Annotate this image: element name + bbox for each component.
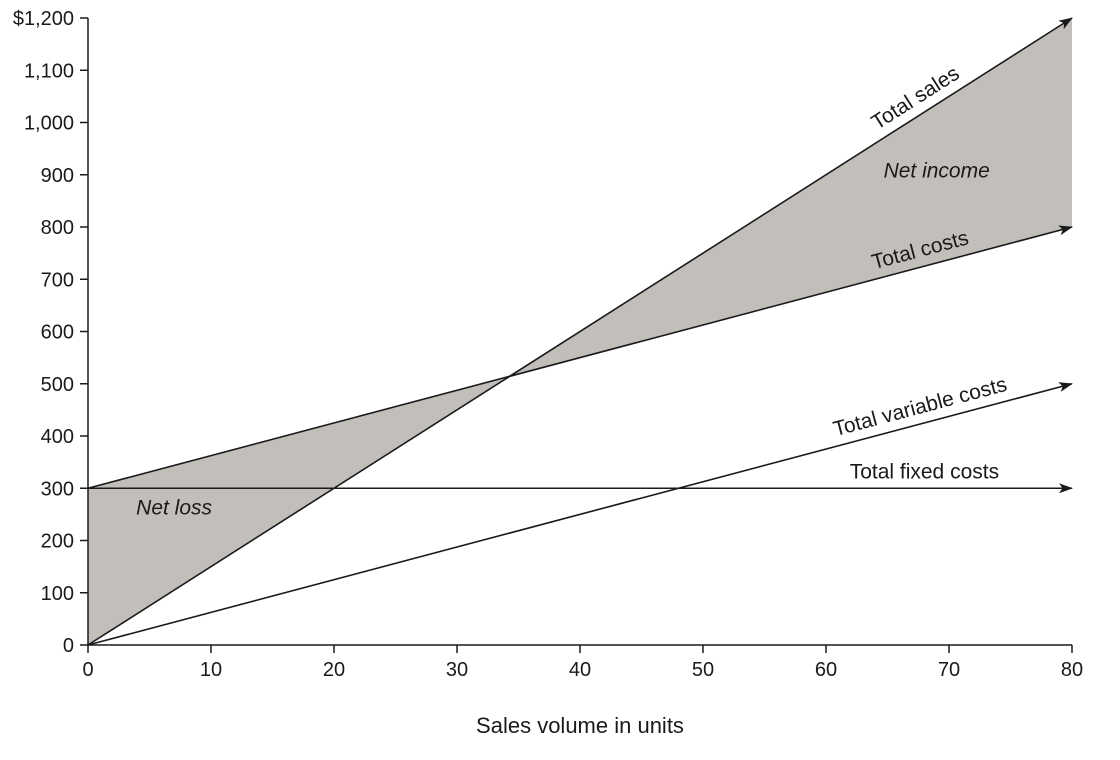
x-tick-label: 80 bbox=[1061, 659, 1083, 681]
series-line-total-sales bbox=[87, 17, 1073, 646]
y-tick-label: 500 bbox=[41, 374, 74, 396]
y-tick-label: 1,100 bbox=[24, 60, 74, 82]
series-line-total-variable-costs bbox=[87, 382, 1073, 646]
series-lines bbox=[87, 17, 1073, 646]
series-label-total-fixed-costs: Total fixed costs bbox=[850, 460, 999, 483]
annotation-net-income: Net income bbox=[884, 159, 990, 182]
x-axis-title: Sales volume in units bbox=[476, 713, 684, 738]
x-tick-label: 0 bbox=[82, 659, 93, 681]
x-tick-label: 60 bbox=[815, 659, 837, 681]
y-tick-label: 1,000 bbox=[24, 113, 74, 135]
y-tick-label: 600 bbox=[41, 322, 74, 344]
y-tick-label: 900 bbox=[41, 165, 74, 187]
y-tick-label: 200 bbox=[41, 531, 74, 553]
x-tick-label: 70 bbox=[938, 659, 960, 681]
x-tick-label: 50 bbox=[692, 659, 714, 681]
y-tick-label: 300 bbox=[41, 478, 74, 500]
x-tick-label: 20 bbox=[323, 659, 345, 681]
y-tick-label: 0 bbox=[63, 635, 74, 657]
y-tick-label: $1,200 bbox=[13, 8, 74, 30]
x-tick-label: 10 bbox=[200, 659, 222, 681]
y-tick-label: 100 bbox=[41, 583, 74, 605]
x-tick-label: 40 bbox=[569, 659, 591, 681]
series-line-total-costs bbox=[87, 225, 1073, 490]
annotation-net-loss: Net loss bbox=[136, 496, 212, 519]
y-tick-label: 400 bbox=[41, 426, 74, 448]
y-tick-label: 700 bbox=[41, 269, 74, 291]
axes: 0 10 20 30 40 50 60 70 8001002003004005006007008… bbox=[13, 8, 1083, 681]
x-tick-label: 30 bbox=[446, 659, 468, 681]
y-tick-label: 800 bbox=[41, 217, 74, 239]
